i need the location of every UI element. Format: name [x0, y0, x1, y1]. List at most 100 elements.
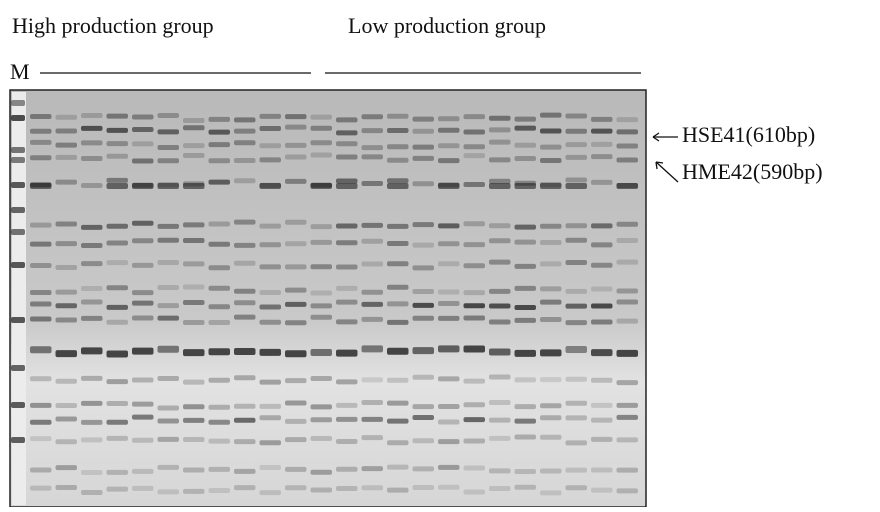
gel-band [81, 400, 103, 406]
gel-band [208, 142, 230, 148]
gel-band [285, 154, 307, 160]
gel-band [412, 144, 434, 150]
gel-band [540, 128, 562, 134]
gel-band [463, 290, 485, 296]
group-label: High production group [12, 13, 214, 38]
group-label: Low production group [348, 13, 546, 38]
gel-band [285, 400, 307, 406]
marker-band [11, 402, 25, 408]
gel-band [106, 419, 128, 425]
gel-band [336, 117, 358, 123]
gel-band [361, 435, 383, 441]
gel-band [310, 487, 332, 493]
gel-band [30, 139, 52, 145]
gel-band [55, 303, 77, 309]
gel-band [565, 485, 587, 491]
gel-band [565, 345, 587, 353]
gel-band [157, 144, 179, 150]
gel-band [361, 466, 383, 472]
gel-band [387, 418, 409, 424]
gel-band [208, 129, 230, 135]
gel-band [514, 377, 536, 383]
gel-band [591, 286, 613, 292]
gel-band [438, 127, 460, 133]
gel-band [310, 152, 332, 158]
gel-band [106, 350, 128, 358]
gel-band [336, 154, 358, 160]
gel-band [412, 315, 434, 321]
gel-band [55, 179, 77, 185]
gel-band [336, 379, 358, 385]
gel-band [234, 242, 256, 248]
gel-band [540, 377, 562, 383]
gel-band [81, 299, 103, 305]
gel-band [463, 263, 485, 269]
gel-band [55, 241, 77, 247]
gel-band [361, 114, 383, 120]
gel-band [183, 284, 205, 290]
gel-band [489, 400, 511, 406]
gel-band [106, 285, 128, 291]
gel-band [387, 113, 409, 119]
gel-band [157, 345, 179, 353]
arrow [655, 161, 679, 183]
gel-band [565, 400, 587, 406]
gel-band [157, 464, 179, 470]
gel-band [310, 264, 332, 270]
gel-band [336, 183, 358, 189]
gel-band [489, 115, 511, 121]
gel-band [591, 402, 613, 408]
gel-band [361, 128, 383, 134]
gel-band [591, 179, 613, 185]
gel-band [463, 153, 485, 159]
gel-band [591, 303, 613, 309]
gel-band [30, 183, 52, 189]
gel-band [55, 264, 77, 270]
gel-band [540, 112, 562, 118]
gel-band [310, 375, 332, 381]
gel-band [30, 128, 52, 134]
gel-band [463, 114, 485, 120]
gel-band [259, 264, 281, 270]
gel-band [463, 402, 485, 408]
gel-band [565, 154, 587, 160]
gel-band [361, 485, 383, 491]
gel-band [336, 439, 358, 445]
gel-band [463, 303, 485, 309]
gel-band [616, 402, 638, 408]
gel-band [208, 348, 230, 356]
marker-band [11, 317, 25, 323]
gel-band [565, 288, 587, 294]
gel-band [616, 259, 638, 265]
gel-band [285, 437, 307, 443]
gel-band [361, 222, 383, 228]
gel-band [336, 402, 358, 408]
gel-band [540, 144, 562, 150]
gel-band [540, 286, 562, 292]
gel-band [463, 181, 485, 187]
gel-band [259, 290, 281, 296]
gel-band [514, 239, 536, 245]
gel-band [81, 285, 103, 291]
gel-band [438, 484, 460, 490]
gel-band [616, 349, 638, 357]
gel-band [616, 117, 638, 123]
gel-band [157, 375, 179, 381]
gel-band [616, 467, 638, 473]
gel-band [565, 113, 587, 119]
gel-band [540, 261, 562, 267]
gel-band [285, 350, 307, 358]
gel-band [387, 223, 409, 229]
gel-band [616, 221, 638, 227]
gel-band [234, 140, 256, 146]
gel-band [183, 404, 205, 410]
gel-band [132, 300, 154, 306]
gel-band [259, 440, 281, 446]
gel-band [336, 466, 358, 472]
gel-band [514, 116, 536, 122]
gel-band [514, 183, 536, 189]
gel-band [157, 418, 179, 424]
gel-band [565, 223, 587, 229]
gel-band [310, 290, 332, 296]
gel-band [132, 262, 154, 268]
